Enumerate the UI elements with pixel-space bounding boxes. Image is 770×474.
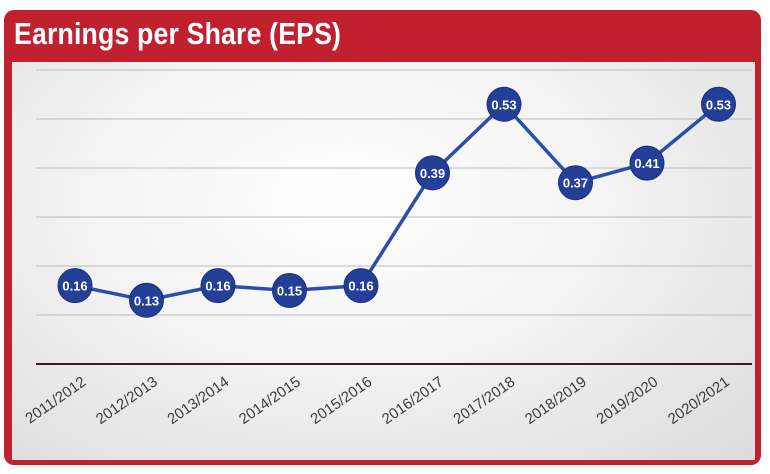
data-point-marker <box>272 273 307 308</box>
data-point: 0.41 <box>629 145 665 181</box>
data-point: 0.53 <box>701 86 736 122</box>
data-point: 0.16 <box>57 268 93 304</box>
data-label: 0.16 <box>62 279 87 294</box>
x-tick-label: 2020/2021 <box>665 373 733 428</box>
x-tick-label: 2018/2019 <box>522 373 590 428</box>
x-tick-label: 2015/2016 <box>307 373 375 428</box>
data-point-marker <box>629 145 665 181</box>
data-point-marker <box>129 282 164 318</box>
data-point: 0.16 <box>343 268 379 304</box>
data-point-marker <box>343 268 379 304</box>
plot-area <box>12 62 755 460</box>
x-tick-label: 2011/2012 <box>22 373 89 427</box>
data-point-marker <box>415 155 450 191</box>
data-point: 0.53 <box>486 86 522 122</box>
x-tick-label: 2013/2014 <box>164 373 232 428</box>
x-axis-tick-labels: 2011/2012 2012/2013 2013/2014 2014/2015 2015… <box>22 373 732 428</box>
data-point: 0.15 <box>272 273 307 308</box>
data-point-marker <box>701 86 736 122</box>
data-label: 0.16 <box>205 279 230 294</box>
data-point-marker <box>558 165 593 201</box>
gridlines <box>36 69 752 316</box>
data-point: 0.39 <box>415 155 450 191</box>
x-tick-label: 2012/2013 <box>93 373 161 428</box>
data-point-marker <box>57 268 93 304</box>
x-tick-label: 2014/2015 <box>236 373 304 428</box>
x-tick-label: 2017/2018 <box>450 373 518 428</box>
data-point-marker <box>200 268 236 304</box>
data-label: 0.13 <box>134 293 159 308</box>
data-point: 0.13 <box>129 282 164 318</box>
data-label: 0.53 <box>491 97 516 112</box>
data-label: 0.41 <box>634 156 659 171</box>
series-line-group <box>74 102 720 303</box>
data-label: 0.39 <box>420 166 445 181</box>
data-label: 0.16 <box>348 279 373 294</box>
data-point-marker <box>486 86 522 122</box>
chart-title: Earnings per Share (EPS) <box>14 16 342 51</box>
x-tick-label: 2019/2020 <box>593 373 661 428</box>
data-point: 0.37 <box>558 165 593 201</box>
x-tick-label: 2016/2017 <box>379 373 447 428</box>
eps-series-line <box>74 102 720 303</box>
data-label: 0.53 <box>706 97 731 112</box>
data-points: 0.16 0.13 0.16 0.15 0.16 0.39 0.53 0.37 0.41 0.53 <box>57 86 736 318</box>
data-label: 0.15 <box>277 284 302 299</box>
data-point: 0.16 <box>200 268 236 304</box>
data-label: 0.37 <box>563 176 588 191</box>
